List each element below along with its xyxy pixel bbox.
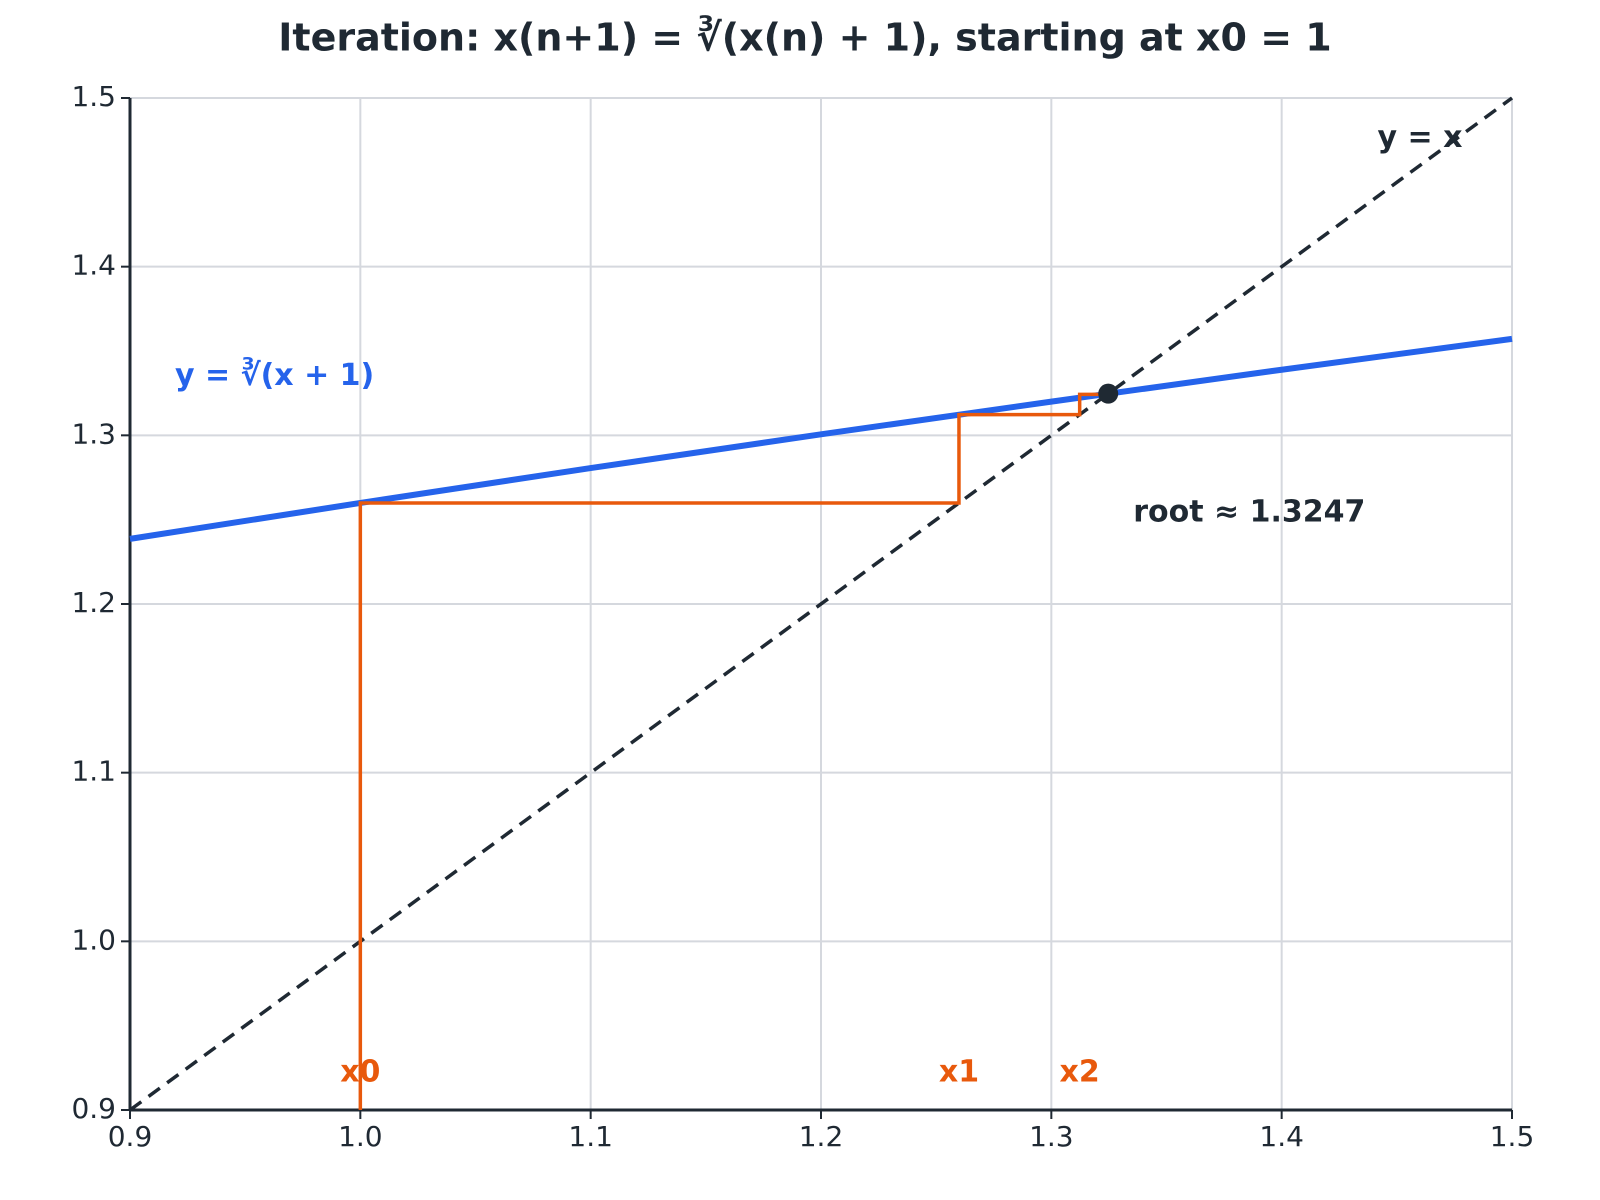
series-line — [358, 392, 1108, 1110]
x-tick-label: 1.0 — [338, 1120, 383, 1153]
series-label: y = x — [1378, 120, 1463, 155]
x-tick-label: 1.1 — [568, 1120, 613, 1153]
x-tick-label: 1.4 — [1259, 1120, 1304, 1153]
y-tick-label: 1.4 — [71, 249, 116, 282]
y-tick-label: 1.0 — [71, 923, 116, 956]
chart-title: Iteration: x(n+1) = ∛(x(n) + 1), startin… — [278, 15, 1331, 60]
y-tick-label: 1.1 — [71, 755, 116, 788]
root-label: root ≈ 1.3247 — [1133, 495, 1365, 530]
root-point — [1098, 383, 1119, 404]
x-tick-label: 1.3 — [1029, 1120, 1074, 1153]
y-tick-label: 0.9 — [71, 1092, 116, 1125]
y-tick-label: 1.2 — [71, 586, 116, 619]
x-tick-label: 1.2 — [799, 1120, 844, 1153]
iterate-label: x1 — [939, 1054, 979, 1089]
x-tick-label: 0.9 — [108, 1120, 153, 1153]
series-label: y = ∛(x + 1) — [175, 357, 374, 393]
iterate-label: x2 — [1060, 1054, 1100, 1089]
iterate-label: x0 — [340, 1054, 380, 1089]
y-tick-label: 1.5 — [71, 80, 116, 113]
x-tick-label: 1.5 — [1490, 1120, 1535, 1153]
y-tick-label: 1.3 — [71, 417, 116, 450]
